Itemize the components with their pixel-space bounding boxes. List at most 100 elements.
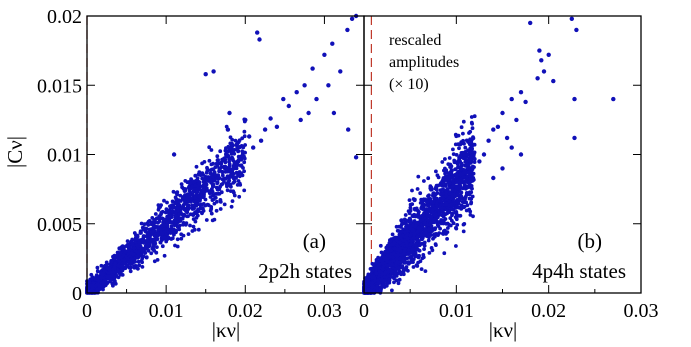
panel-a-cloud-point [129, 262, 134, 266]
panel-a-cloud-point [163, 210, 168, 215]
panel-a-cloud-point [207, 189, 212, 194]
panel-a-cloud-point [162, 253, 167, 258]
panel-a-cloud-point [175, 237, 180, 242]
panel-a-cloud-point [222, 202, 227, 207]
panel-a-cloud-point [197, 180, 202, 185]
panel-b-cloud-point [407, 211, 412, 216]
panel-b-cloud-point [468, 209, 473, 214]
panel-b-cloud-point [423, 269, 428, 273]
panel-a-cloud-point [209, 167, 214, 172]
panel-b-cloud-point [440, 218, 445, 223]
panel-a-cloud-point [208, 175, 213, 180]
panel-b-cloud-point [443, 157, 447, 161]
panel-b-cloud-point [460, 141, 465, 145]
panel-b-cloud-point [366, 287, 371, 292]
panel-a-data-point [345, 27, 350, 33]
panel-a-data-point [268, 116, 273, 121]
panel-a-cloud-point [237, 170, 242, 174]
panel-a-data-point [239, 163, 244, 168]
panel-b-cloud-point [425, 207, 429, 211]
panel-b-data-point [537, 48, 542, 53]
panel-b-cloud-point [387, 260, 392, 265]
panel-a-cloud-point [129, 257, 134, 261]
panel-b-cloud-point [458, 190, 463, 194]
panel-a-cloud-point [225, 153, 230, 157]
panel-b-cloud-point [454, 134, 459, 139]
panel-b-cloud-point [469, 197, 474, 201]
panel-a-cloud-point [189, 177, 194, 182]
panel-b-data-point [528, 20, 533, 26]
panel-a-cloud-point [99, 275, 104, 280]
panel-b-cloud-point [468, 129, 473, 134]
panel-b-cloud-point [472, 160, 477, 165]
panel-a-cloud-point [193, 173, 198, 178]
panel-b-cloud-point [406, 248, 411, 253]
panel-b-cloud-point [410, 202, 415, 207]
panel-b-cloud-point [415, 264, 420, 268]
panel-a-cloud-point [218, 167, 222, 172]
panel-b-data-point [572, 96, 577, 102]
panel-b-data-point [546, 52, 551, 57]
panel-a-cloud-point [216, 173, 221, 178]
panel-a-cloud-point [150, 216, 155, 220]
panel-a-data-point [247, 134, 252, 139]
panel-a-cloud-point [137, 249, 141, 254]
panel-a: 0 0.01 0.02 0.03 0 0.005 0.01 0.015 0.02 (a) 2p2… [37, 6, 365, 322]
panel-a-cloud-point [239, 157, 244, 162]
panel-a-data-point [314, 96, 319, 102]
panel-b-cloud-point [432, 232, 437, 237]
panel-b-cloud-point [409, 239, 414, 244]
panel-a-cloud-point [93, 276, 97, 281]
panel-a-cloud-point [120, 268, 125, 273]
panel-b-cloud-point [451, 199, 456, 204]
panel-a-cloud-point [128, 265, 133, 270]
panel-a-cloud-point [195, 209, 200, 214]
panel-a-cloud-point [168, 228, 173, 233]
panel-b-cloud-point [413, 197, 417, 202]
panel-b-data-point [541, 69, 547, 74]
panel-a-x-tick-label: 0.02 [228, 300, 263, 322]
panel-a-data-point [211, 69, 216, 74]
panel-b-cloud-point [385, 253, 390, 258]
panel-b-cloud-point [451, 179, 455, 183]
panel-b-cloud-point [408, 226, 413, 231]
panel-b-cloud-point [412, 207, 417, 211]
panel-b-cloud-point [446, 171, 451, 176]
panel-b-cloud-point [404, 260, 408, 265]
panel-b-cloud-point [415, 187, 420, 191]
panel-b-cloud-point [472, 152, 476, 157]
panel-b-x-tick-label: 0.02 [531, 300, 566, 322]
panel-a-annotation: 2p2h states [258, 259, 352, 283]
panel-b-cloud-point [465, 180, 469, 185]
panel-a-cloud-point [141, 240, 146, 245]
panel-a-cloud-point [213, 173, 217, 178]
panel-b-cloud-point [457, 146, 461, 151]
panel-a-cloud-point [146, 236, 151, 241]
panel-b-cloud-point [444, 232, 448, 236]
panel-b-cloud-point [459, 161, 464, 166]
panel-a-cloud-point [136, 254, 141, 258]
panel-a-cloud-point [155, 258, 160, 262]
panel-b-cloud-point [434, 183, 439, 188]
panel-a-cloud-point [139, 230, 143, 235]
panel-a-cloud-point [198, 197, 203, 202]
panel-a-cloud-point [184, 196, 189, 201]
panel-a-cloud-point [89, 272, 94, 277]
panel-b-cloud-point [395, 228, 400, 233]
panel-a-cloud-point [125, 239, 130, 244]
panel-a-data-point [227, 110, 232, 116]
panel-b-cloud-point [451, 152, 456, 157]
panel-a-cloud-point [175, 217, 179, 221]
panel-a-cloud-point [200, 161, 205, 166]
panel-b-cloud-point [390, 255, 395, 260]
panel-b-cloud-point [423, 230, 428, 235]
panel-b-cloud-point [429, 200, 434, 204]
panel-b-cloud-point [444, 194, 448, 198]
panel-a-cloud-point [242, 155, 246, 160]
panel-a-cloud-point [220, 173, 225, 178]
panel-a-cloud-point [190, 205, 195, 210]
panel-a-cloud-point [216, 187, 221, 192]
panel-b-cloud-point [457, 193, 461, 198]
panel-b-cloud-point [398, 246, 403, 251]
panel-a-cloud-point [242, 169, 247, 174]
